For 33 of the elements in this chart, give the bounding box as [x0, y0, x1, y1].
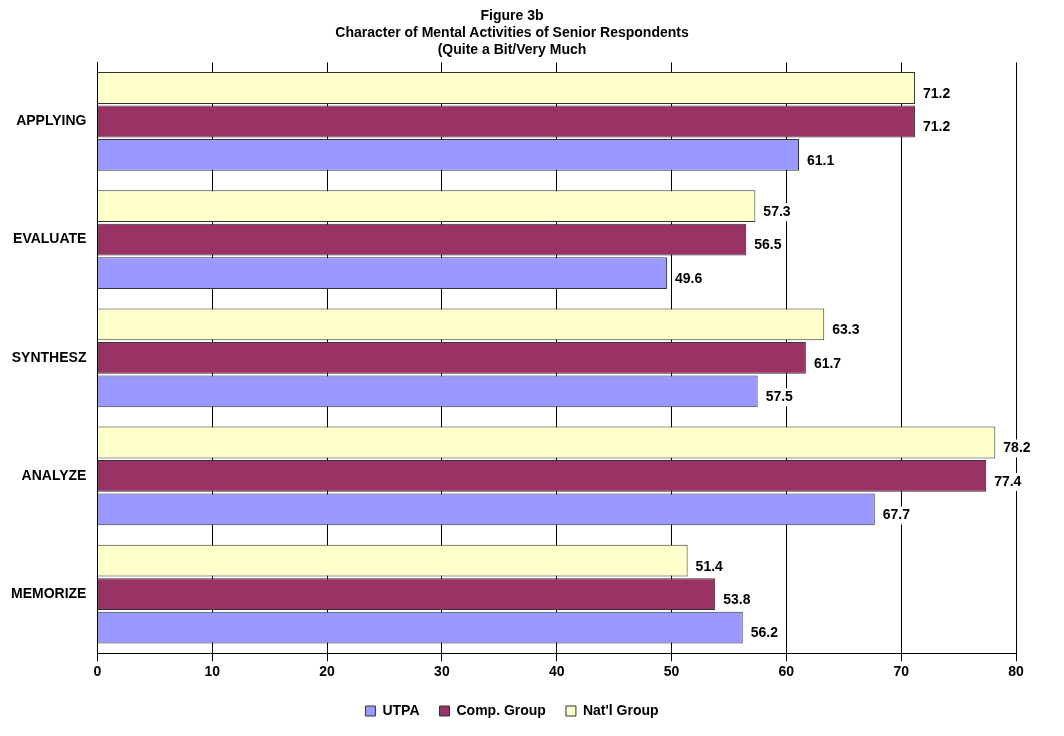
chart-title: Figure 3b Character of Mental Activities of Senior Respondents (Quite a Bit/Very Much — [335, 7, 689, 57]
x-tick-label: 40 — [548, 663, 565, 680]
x-tick-label: 60 — [778, 663, 795, 680]
data-label: 63.3 — [832, 321, 860, 338]
data-label: 61.1 — [806, 151, 835, 168]
x-tick-label: 80 — [1008, 663, 1024, 680]
data-label: 57.3 — [763, 203, 791, 220]
x-tick-label: 0 — [93, 663, 102, 680]
data-label: 57.5 — [765, 388, 794, 405]
legend-label: Nat'l Group — [582, 701, 659, 718]
x-tick-label: 50 — [663, 663, 680, 680]
data-label: 61.7 — [813, 354, 842, 371]
y-tick-label: SYNTHESZ — [11, 348, 87, 365]
x-tick-label: 70 — [893, 663, 910, 680]
legend-label: Comp. Group — [456, 701, 546, 718]
y-tick-label: APPLYING — [16, 112, 87, 129]
data-label: 56.5 — [754, 236, 782, 253]
data-label: 71.2 — [922, 84, 951, 101]
x-tick-label: 30 — [434, 663, 450, 680]
data-label: 78.2 — [1003, 439, 1031, 456]
data-label: 49.6 — [674, 269, 703, 286]
x-tick-label: 10 — [204, 663, 221, 680]
data-label: 71.2 — [922, 118, 951, 135]
x-tick-label: 20 — [319, 663, 336, 680]
data-label: 67.7 — [882, 506, 911, 523]
y-tick-label: ANALYZE — [21, 466, 87, 483]
legend-label: UTPA — [382, 701, 420, 718]
y-tick-label: MEMORIZE — [10, 584, 87, 601]
data-label: 77.4 — [994, 472, 1022, 489]
data-label: 51.4 — [695, 557, 724, 574]
y-tick-label: EVALUATE — [13, 230, 87, 247]
data-label: 56.2 — [750, 624, 779, 641]
data-label: 53.8 — [723, 590, 751, 607]
